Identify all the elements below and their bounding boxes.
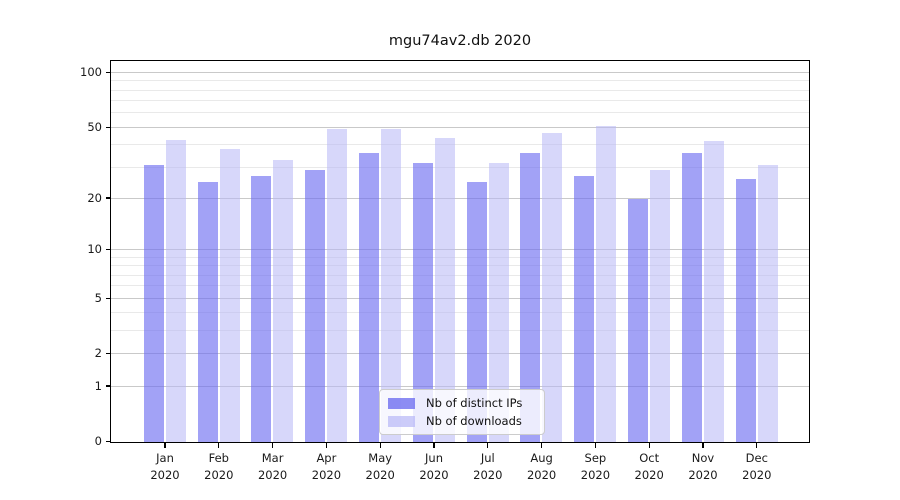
bar-downloads-sep [596,126,617,442]
bar-downloads-nov [703,141,724,442]
bar-downloads-jan [165,139,186,442]
x-tick-apr [325,443,328,448]
bar-distinct-ips-aug [520,153,541,442]
y-tick-100 [105,71,110,74]
gridline-minor-4 [111,312,809,314]
legend-swatch-downloads [388,415,415,427]
bar-downloads-jul [488,162,509,442]
x-tick-nov [702,443,704,448]
y-tick-label-1: 1 [94,378,102,393]
x-tick-jul [487,443,489,448]
x-tick-oct [648,443,650,448]
x-tick-label-jun: Jun 2020 [419,451,449,482]
x-tick-label-nov: Nov 2020 [688,451,718,482]
x-tick-jan [164,443,166,448]
y-tick-label-10: 10 [87,242,102,257]
x-tick-label-aug: Aug 2020 [526,451,557,482]
y-tick-1 [105,385,110,387]
bar-distinct-ips-feb [197,181,218,442]
bar-distinct-ips-sep [574,175,595,442]
gridline-minor-90 [111,80,809,82]
x-tick-jun [433,443,435,448]
gridline-minor-80 [111,89,809,91]
gridline-minor-8 [111,265,809,267]
legend-entry-distinct-ips: Nb of distinct IPs [388,396,536,410]
legend: Nb of distinct IPs Nb of downloads [379,389,545,435]
x-tick-may [379,443,381,448]
legend-swatch-distinct-ips [388,397,415,409]
y-tick-label-100: 100 [80,65,102,79]
gridline-minor-60 [111,112,809,114]
x-tick-label-dec: Dec 2020 [742,451,772,482]
legend-label-distinct-ips: Nb of distinct IPs [426,396,523,410]
x-tick-mar [272,443,274,448]
x-tick-dec [756,443,758,448]
gridline-major-1 [111,385,809,387]
y-tick-0 [105,440,110,443]
y-tick-10 [105,249,110,251]
bar-downloads-mar [273,160,294,442]
bar-downloads-feb [219,149,240,442]
x-tick-label-feb: Feb 2020 [204,451,234,482]
x-tick-label-oct: Oct 2020 [634,451,664,482]
x-tick-sep [594,443,597,448]
x-tick-aug [541,443,543,448]
bar-downloads-jun [434,137,455,442]
x-tick-label-may: May 2020 [365,451,395,482]
gridline-minor-9 [111,256,809,258]
gridline-minor-40 [111,144,809,146]
bar-distinct-ips-jun [412,162,433,442]
y-tick-label-5: 5 [94,290,102,305]
gridline-major-5 [111,297,809,299]
plot-area: Nb of distinct IPs Nb of downloads [110,60,810,443]
gridline-major-20 [111,197,809,199]
bar-downloads-apr [327,129,348,442]
gridline-minor-3 [111,330,809,332]
y-tick-5 [105,297,110,299]
legend-entry-downloads: Nb of downloads [388,414,536,428]
bar-distinct-ips-may [358,153,379,442]
x-tick-label-mar: Mar 2020 [257,451,288,482]
bar-distinct-ips-mar [251,175,272,442]
bar-downloads-oct [649,170,670,442]
bar-distinct-ips-apr [305,170,326,442]
x-tick-label-sep: Sep 2020 [580,451,611,482]
y-tick-label-50: 50 [87,119,102,134]
y-tick-20 [105,197,110,199]
y-tick-label-0: 0 [94,433,102,448]
x-tick-feb [218,443,220,448]
gridline-major-10 [111,249,809,251]
bar-downloads-aug [542,132,563,442]
gridline-minor-7 [111,274,809,276]
x-tick-label-jul: Jul 2020 [473,451,503,482]
gridline-minor-30 [111,166,809,168]
y-tick-label-2: 2 [94,346,102,361]
bar-distinct-ips-jul [466,181,487,442]
gridline-minor-70 [111,100,809,102]
x-tick-label-jan: Jan 2020 [150,451,180,482]
chart-title: mgu74av2.db 2020 [388,33,532,49]
gridline-minor-6 [111,285,809,287]
bar-distinct-ips-nov [681,153,702,442]
bar-distinct-ips-oct [627,198,648,442]
y-tick-label-20: 20 [87,190,102,205]
legend-label-downloads: Nb of downloads [426,414,522,428]
y-tick-50 [105,126,110,128]
y-tick-2 [105,353,110,355]
bar-distinct-ips-dec [735,178,756,442]
x-tick-label-apr: Apr 2020 [311,451,342,482]
gridline-major-100 [111,72,809,74]
bar-downloads-may [380,129,401,442]
bar-distinct-ips-jan [143,165,164,442]
bar-downloads-dec [757,165,778,442]
gridline-major-50 [111,126,809,128]
gridline-major-2 [111,353,809,355]
